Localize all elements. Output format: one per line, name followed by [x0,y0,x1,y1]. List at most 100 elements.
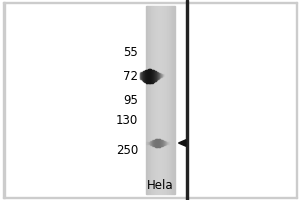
Bar [162,140,163,146]
Bar [148,6,149,194]
Bar [159,139,160,147]
Bar [169,6,170,194]
Text: 250: 250 [116,144,138,158]
Bar [149,142,150,144]
Bar [170,6,171,194]
Bar [147,142,148,144]
Bar [141,72,142,79]
Bar [156,139,157,147]
Bar [146,70,147,83]
Bar [146,70,147,83]
Bar [160,74,161,77]
Bar [159,73,160,78]
Bar [161,140,162,146]
Bar [149,69,150,83]
Bar [158,6,159,194]
Bar [160,140,161,146]
Bar [168,142,169,144]
Bar [147,142,148,144]
Bar [296,2,297,198]
Bar [151,70,152,83]
Bar [174,6,175,194]
Bar [160,140,161,146]
Bar [148,142,149,144]
Bar [163,74,164,76]
Bar [160,73,161,77]
Bar [151,6,152,194]
Bar [166,142,167,144]
Bar [168,6,169,194]
Bar [167,142,168,144]
Bar [156,139,157,147]
Bar [153,6,154,194]
Bar [3,2,297,3]
Bar [161,74,162,77]
Bar [152,6,153,194]
Bar [156,72,157,80]
Bar [142,72,143,80]
Bar [155,139,156,147]
Bar [162,74,163,76]
Bar [147,70,148,83]
Text: 130: 130 [116,114,138,128]
Bar [154,71,155,81]
Bar [147,6,148,194]
Bar [153,140,154,146]
Bar [148,69,149,83]
Bar [145,70,146,82]
Bar [161,6,162,194]
Bar [171,6,172,194]
Bar [144,71,145,82]
Bar [164,141,165,145]
Bar [143,71,144,81]
Polygon shape [178,140,186,146]
Bar [146,6,147,194]
Bar [167,6,168,194]
Bar [161,74,162,77]
Bar [152,70,153,82]
Bar [163,141,164,145]
Bar [151,141,152,145]
Bar [143,71,144,81]
Bar [140,72,141,79]
Bar [141,72,142,79]
Bar [156,6,157,194]
Bar [165,6,166,194]
Bar [155,6,156,194]
Bar [147,70,148,83]
Bar [152,140,153,146]
Bar [146,142,147,144]
Bar [163,6,164,194]
Bar [150,6,151,194]
Bar [149,6,150,194]
Text: 55: 55 [123,46,138,58]
Bar [165,141,166,145]
Bar [150,141,151,145]
Bar [159,6,160,194]
Text: 95: 95 [123,94,138,106]
Text: 72: 72 [123,71,138,84]
Bar [155,139,156,147]
Bar [157,6,158,194]
Bar [153,70,154,82]
Bar [157,139,158,147]
Bar [151,70,152,83]
Bar [161,140,162,146]
Bar [160,6,161,194]
Bar [3,2,4,198]
Bar [154,140,155,146]
Bar [144,71,145,81]
Bar [162,6,163,194]
Bar [152,141,153,145]
Bar [146,142,147,144]
Bar [159,73,160,78]
Bar [155,71,156,81]
Bar [154,6,155,194]
Bar [163,6,164,194]
Bar [173,6,174,194]
Bar [162,74,163,76]
Bar [154,140,155,146]
Bar [157,139,158,147]
Bar [142,71,143,80]
Bar [151,141,152,145]
